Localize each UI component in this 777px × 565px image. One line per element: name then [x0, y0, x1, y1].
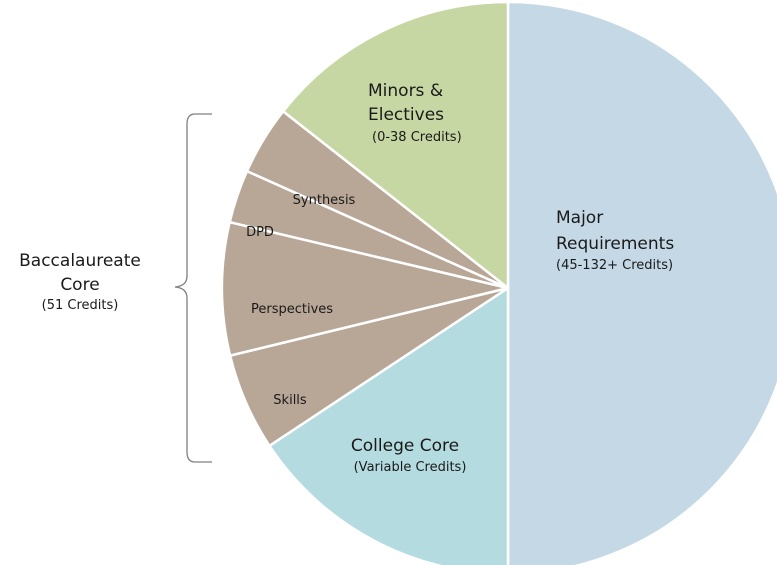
label-skills: Skills	[273, 393, 307, 408]
sublabel-major-requirements: (45-132+ Credits)	[556, 258, 673, 273]
label-dpd: DPD	[246, 225, 274, 240]
label-major-requirements: Major Requirements	[556, 208, 674, 254]
group-sublabel: (51 Credits)	[42, 298, 119, 313]
pie-slice-perspectives	[220, 220, 509, 358]
label-college-core: College Core	[351, 436, 459, 456]
label-minors-electives-line2: Electives	[368, 105, 444, 125]
pie-slice-minors-electives	[281, 0, 510, 291]
sublabel-minors-electives: (0-38 Credits)	[372, 130, 462, 145]
sublabel-college-core: (Variable Credits)	[354, 460, 467, 475]
label-minors-electives-line1: Minors &	[368, 81, 443, 101]
group-label-line2: Core	[60, 275, 99, 295]
pie-slice-college-core	[267, 285, 510, 565]
pie-slice-major-requirements	[506, 0, 777, 565]
group-brace	[174, 113, 212, 463]
label-perspectives: Perspectives	[251, 302, 333, 317]
group-label-line1: Baccalaureate	[19, 251, 141, 271]
pie-slices	[220, 0, 777, 565]
slice-labels: Major Requirements (45-132+ Credits) Coll…	[19, 81, 674, 475]
label-synthesis: Synthesis	[293, 193, 356, 208]
